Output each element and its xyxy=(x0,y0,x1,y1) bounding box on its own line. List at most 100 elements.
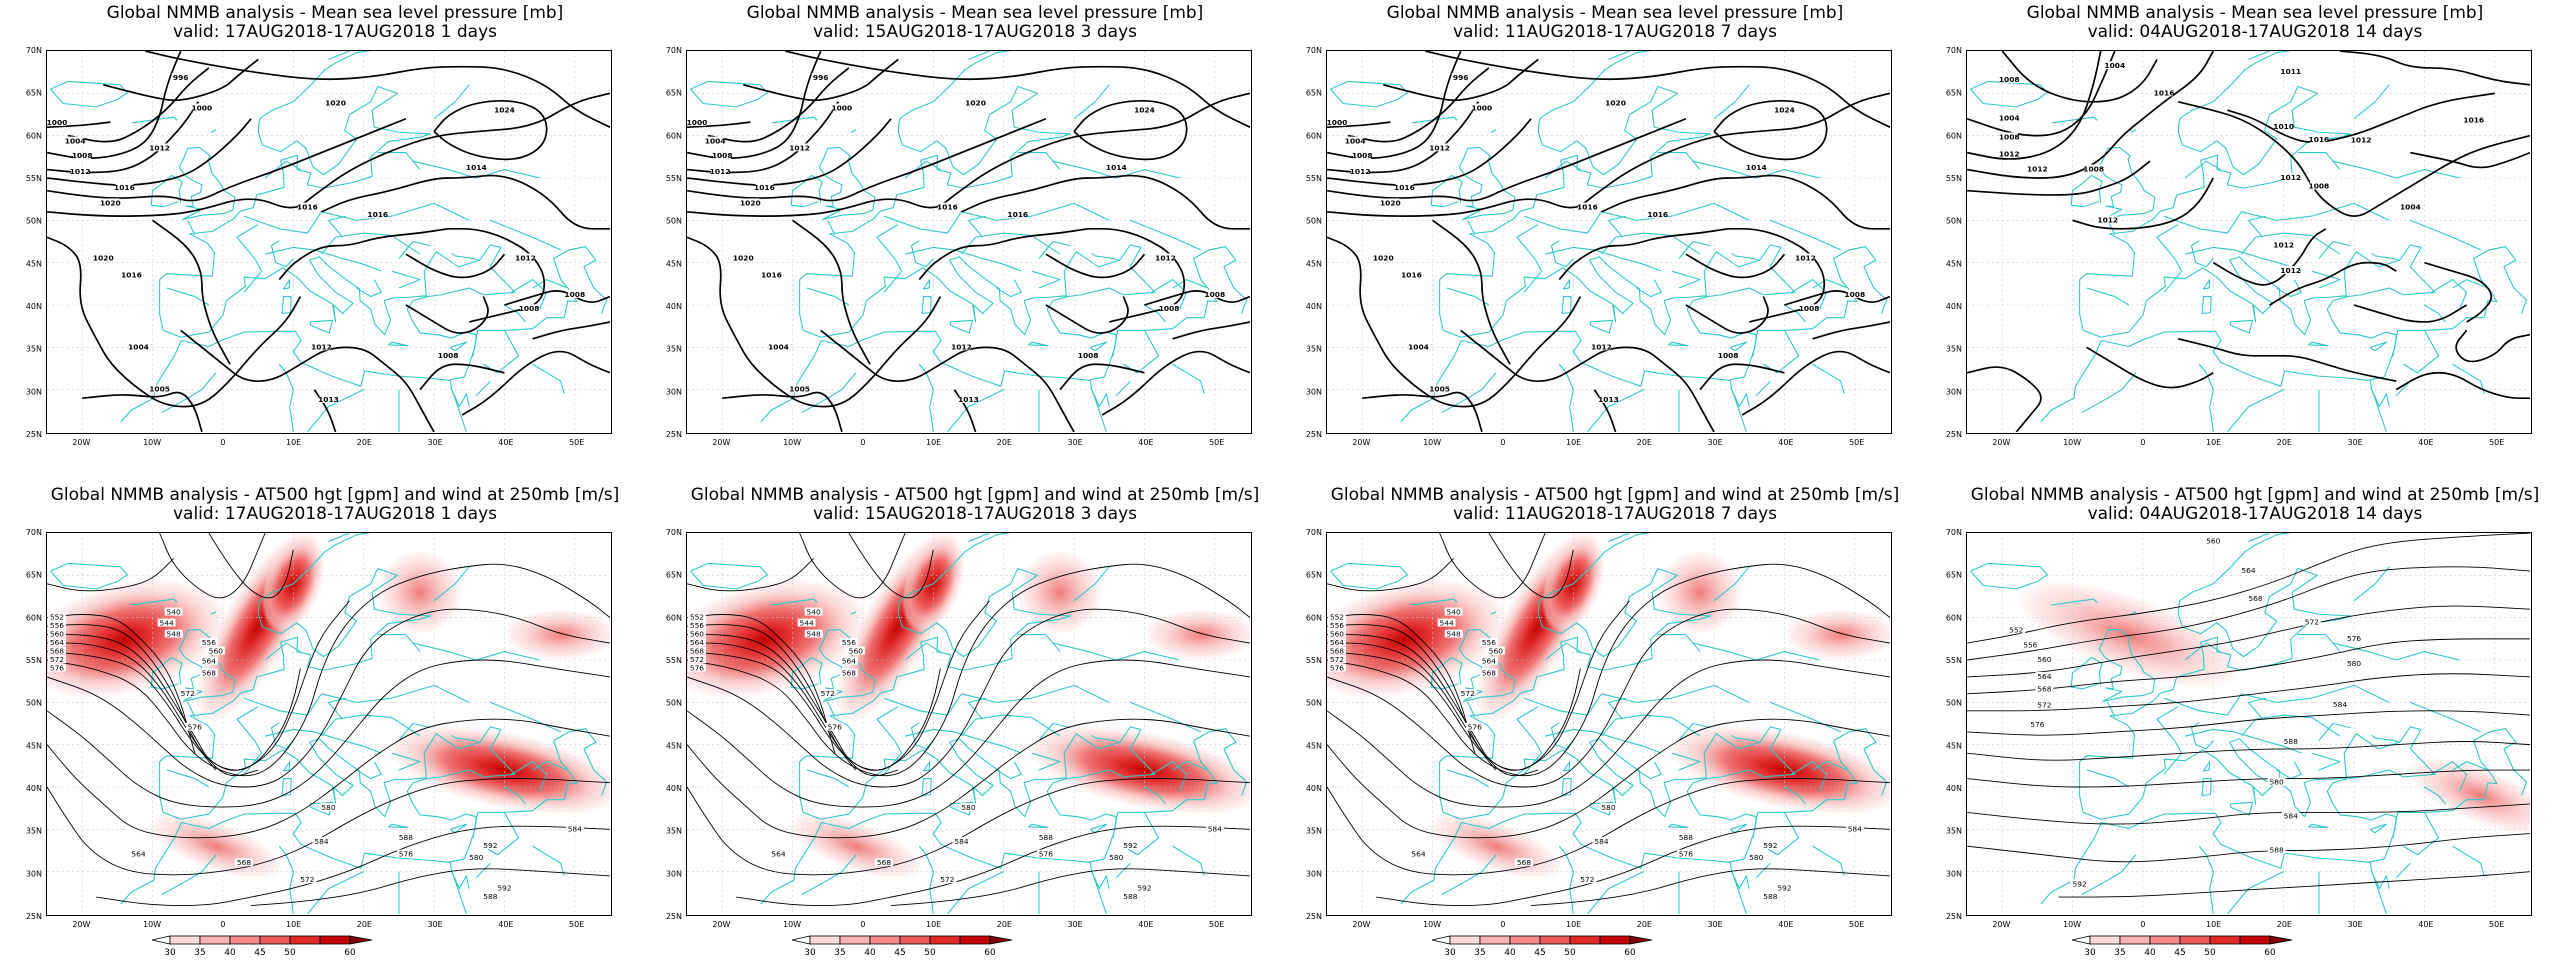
map-area: 1020 996 1000 1000 1004 1008 1012 1012 1016 1020 1… xyxy=(686,50,1252,434)
coastline-segment xyxy=(278,845,294,914)
contour-label-bg xyxy=(1395,183,1414,192)
contour-label: 576 xyxy=(399,850,413,859)
contour-label: 560 xyxy=(2037,655,2051,664)
coastline-segment xyxy=(1770,219,1841,251)
colorbar-label: 40 xyxy=(1504,948,1516,958)
wind-colorbar: 30 35 40 45 50 60 xyxy=(1431,935,1653,958)
jet-wind-shading xyxy=(1657,549,1743,635)
contour-line xyxy=(251,868,610,907)
contour-line xyxy=(687,624,857,771)
x-tick-label: 10W xyxy=(143,438,161,447)
x-tick-label: 10W xyxy=(2063,438,2081,447)
panel-valid-period: valid: 15AUG2018-17AUG2018 3 days xyxy=(812,22,1137,42)
coastline-segment xyxy=(532,363,565,395)
x-tick-label: 50E xyxy=(1849,920,1864,929)
panel-title: Global NMMB analysis - Mean sea level pr… xyxy=(1386,3,1844,23)
contour-label-bg xyxy=(1327,663,1346,672)
coastline-segment xyxy=(2247,215,2267,238)
contour-label: 540 xyxy=(807,608,821,617)
panel-valid-period: valid: 11AUG2018-17AUG2018 7 days xyxy=(1452,504,1777,524)
coastline-segment xyxy=(120,330,465,423)
coastline-segment xyxy=(2395,380,2411,396)
mslp-panel: Global NMMB analysis - Mean sea level pr… xyxy=(640,0,1280,478)
contour-label: 1008 xyxy=(2083,165,2104,174)
contour-label-bg xyxy=(2267,845,2286,854)
contour-label-bg xyxy=(1578,202,1597,211)
x-tick-label: 50E xyxy=(569,438,584,447)
jet-wind-shading xyxy=(504,609,610,660)
contour-label-bg xyxy=(101,198,120,207)
contour-line xyxy=(47,236,302,408)
y-tick-label: 55N xyxy=(26,656,42,665)
contour-line xyxy=(47,92,610,217)
colorbar-label: 30 xyxy=(164,948,176,958)
coastline-segment xyxy=(472,317,565,357)
coastline-segment xyxy=(1490,611,1497,615)
x-tick-label: 10W xyxy=(783,920,801,929)
contour-label: 1012 xyxy=(789,143,810,152)
y-tick-label: 30N xyxy=(666,869,682,878)
y-tick-label: 70N xyxy=(666,46,682,55)
map-canvas: 1020 996 1000 1000 1004 1008 1012 1012 1016 1020 1… xyxy=(687,51,1250,432)
x-tick-label: 30E xyxy=(428,920,443,929)
y-tick-label: 45N xyxy=(26,259,42,268)
contour-label-bg xyxy=(1796,253,1815,262)
x-tick-label: 20E xyxy=(1637,438,1652,447)
contour-line xyxy=(891,868,1250,907)
contour-label-bg xyxy=(1437,618,1456,627)
coastline-segment xyxy=(1784,786,1806,805)
contour-line xyxy=(47,121,111,129)
contour-line xyxy=(405,253,506,279)
contour-label-bg xyxy=(396,832,415,841)
contour-label-bg xyxy=(319,394,338,403)
contour-label: 592 xyxy=(2072,879,2086,888)
contour-label-bg xyxy=(199,656,218,665)
contour-line xyxy=(1967,769,2530,788)
contour-label: 1005 xyxy=(1429,385,1450,394)
contour-label: 584 xyxy=(2284,812,2298,821)
z500-panel: Global NMMB analysis - AT500 hgt [gpm] a… xyxy=(1280,482,1920,960)
contour-label: 1020 xyxy=(100,198,121,207)
coastline-segment xyxy=(2202,761,2211,772)
contour-label-bg xyxy=(467,853,486,862)
contour-line xyxy=(687,608,1250,788)
coastline-segment xyxy=(387,823,409,829)
contour-label-bg xyxy=(1327,646,1346,655)
coastline-segment xyxy=(2369,341,2388,352)
y-tick-label: 70N xyxy=(666,528,682,537)
contour-line xyxy=(1327,117,1687,202)
contour-label-bg xyxy=(1761,841,1780,850)
coastline-segment xyxy=(387,341,409,347)
coastline-segment xyxy=(433,84,470,120)
contour-line xyxy=(1327,51,1462,160)
contour-label-bg xyxy=(1327,621,1346,630)
contour-label: 1016 xyxy=(1394,183,1415,192)
contour-label: 1012 xyxy=(710,167,731,176)
contour-label-bg xyxy=(1135,105,1154,114)
contour-label: 1000 xyxy=(1327,118,1347,127)
coastline-segment xyxy=(2156,224,2183,293)
contour-label: 1012 xyxy=(2280,266,2301,275)
coastline-segment xyxy=(946,389,1004,432)
x-tick-label: 10E xyxy=(1566,438,1581,447)
coastline-segment xyxy=(281,778,292,796)
y-tick-label: 65N xyxy=(1306,571,1322,580)
contour-label: 572 xyxy=(1330,655,1344,664)
contour-label: 564 xyxy=(2241,566,2255,575)
y-tick-label: 25N xyxy=(26,912,42,921)
contour-label-bg xyxy=(1079,350,1098,359)
coastline-segment xyxy=(449,823,468,834)
contour-label-bg xyxy=(797,618,816,627)
coastline-segment xyxy=(2184,642,2221,661)
contour-label: 1013 xyxy=(1598,395,1619,404)
colorbar-segment xyxy=(259,935,291,945)
y-tick-label: 25N xyxy=(1306,430,1322,439)
contour-line xyxy=(1059,363,1145,391)
x-tick-label: 0 xyxy=(220,920,225,929)
contour-line xyxy=(785,51,1250,128)
y-tick-label: 70N xyxy=(1946,528,1962,537)
contour-label: 584 xyxy=(314,837,328,846)
y-tick-label: 25N xyxy=(1306,912,1322,921)
coastline-segment xyxy=(760,812,1105,905)
